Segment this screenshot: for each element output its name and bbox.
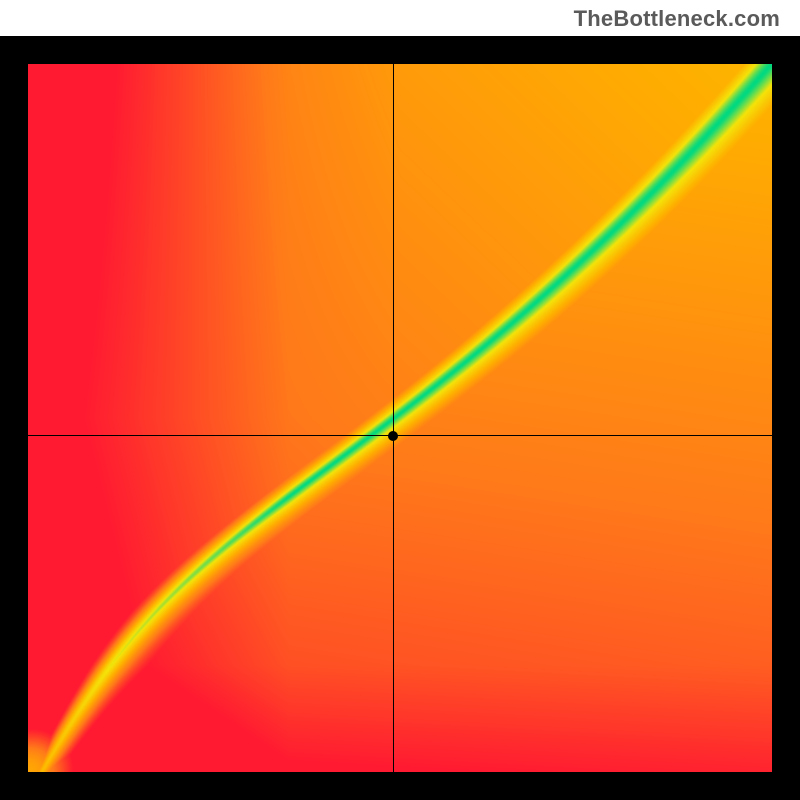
root-container: TheBottleneck.com	[0, 0, 800, 800]
crosshair-vertical-line	[393, 64, 394, 772]
heatmap-plot-area	[28, 64, 772, 772]
watermark-text: TheBottleneck.com	[574, 6, 780, 32]
crosshair-marker-dot	[388, 431, 398, 441]
heatmap-canvas	[28, 64, 772, 772]
crosshair-horizontal-line	[28, 435, 772, 436]
